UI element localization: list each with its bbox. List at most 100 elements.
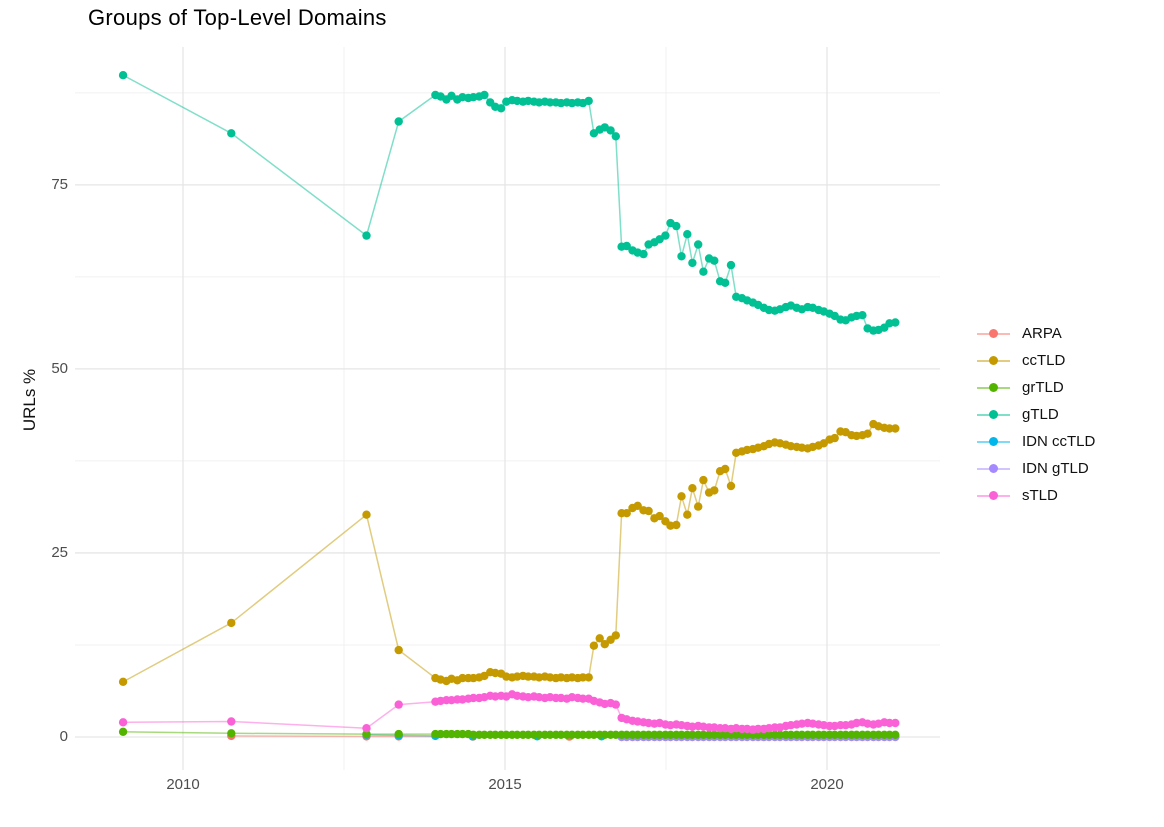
data-point-grtld (622, 730, 631, 739)
legend-key-icon (977, 433, 1010, 450)
data-point-gtld (584, 96, 593, 106)
data-point-stld (118, 718, 128, 727)
data-point-grtld (764, 730, 774, 739)
data-point-cctld (699, 475, 708, 485)
legend-item-arpa: ARPA (977, 320, 1095, 347)
data-point-cctld (830, 433, 839, 443)
data-point-grtld (458, 729, 467, 739)
data-point-cctld (600, 640, 609, 649)
data-point-gtld (118, 71, 128, 80)
gridlines (75, 47, 940, 770)
data-point-grtld (644, 730, 653, 739)
legend-item-label: sTLD (1022, 487, 1058, 504)
data-point-grtld (808, 730, 817, 739)
legend-item-label: ccTLD (1022, 352, 1066, 369)
legend-item-label: IDN ccTLD (1022, 433, 1096, 450)
legend-item-stld: sTLD (977, 482, 1095, 509)
data-point-cctld (694, 502, 703, 511)
y-axis-title: URLs % (20, 368, 39, 432)
legend-key-icon (977, 379, 1010, 396)
data-point-gtld (891, 318, 900, 327)
data-point-cctld (891, 424, 900, 433)
data-point-cctld (633, 501, 642, 510)
data-point-grtld (502, 730, 511, 739)
data-point-stld (469, 693, 478, 703)
data-point-cctld (622, 509, 631, 518)
legend-item-label: ARPA (1022, 325, 1062, 342)
series-stld (118, 690, 900, 734)
data-point-stld (578, 694, 588, 703)
data-point-grtld (118, 727, 128, 736)
data-point-gtld (699, 267, 708, 276)
data-point-grtld (491, 730, 500, 739)
data-point-cctld (688, 484, 697, 493)
y-tick-label: 50 (51, 359, 68, 377)
data-point-gtld (694, 240, 703, 249)
data-point-grtld (611, 730, 620, 739)
data-point-gtld (677, 252, 686, 261)
data-point-cctld (584, 673, 593, 682)
data-point-grtld (677, 730, 686, 739)
data-point-stld (227, 717, 236, 726)
data-point-cctld (721, 464, 730, 474)
legend-item-idn-cctld: IDN ccTLD (977, 428, 1095, 455)
legend-item-cctld: ccTLD (977, 347, 1095, 374)
data-point-grtld (732, 730, 741, 739)
data-point-gtld (639, 249, 648, 259)
data-point-cctld (683, 510, 692, 519)
data-point-stld (611, 700, 620, 709)
series-gtld (118, 71, 900, 335)
y-tick-label: 0 (59, 728, 68, 745)
series-line-gtld (122, 74, 896, 332)
data-point-grtld (655, 730, 664, 739)
data-point-gtld (611, 132, 620, 141)
legend-item-idn-gtld: IDN gTLD (977, 455, 1095, 482)
data-point-gtld (672, 221, 681, 231)
legend-item-label: gTLD (1022, 406, 1059, 423)
data-point-cctld (362, 510, 371, 519)
data-point-grtld (633, 730, 642, 739)
data-point-grtld (797, 730, 807, 739)
data-point-gtld (362, 231, 371, 240)
data-point-gtld (606, 126, 615, 135)
legend-key-icon (977, 352, 1010, 369)
data-point-stld (394, 700, 403, 709)
data-point-grtld (480, 730, 489, 739)
data-point-cctld (524, 672, 533, 681)
data-point-cctld (885, 424, 894, 433)
data-point-stld (753, 724, 763, 734)
data-point-gtld (683, 230, 692, 239)
data-point-grtld (710, 730, 719, 739)
data-point-stld (891, 718, 900, 728)
data-point-stld (362, 724, 371, 733)
data-point-grtld (841, 730, 850, 739)
data-point-grtld (227, 729, 236, 738)
data-point-grtld (513, 730, 522, 739)
data-point-cctld (677, 492, 686, 501)
data-point-gtld (496, 104, 506, 113)
data-point-grtld (469, 730, 478, 739)
data-point-grtld (863, 730, 872, 739)
data-point-gtld (227, 129, 236, 138)
data-point-gtld (858, 311, 867, 320)
data-point-gtld (721, 278, 730, 287)
data-point-grtld (830, 730, 839, 739)
data-point-cctld (863, 429, 872, 438)
legend-key-icon (977, 325, 1010, 342)
legend-item-grtld: grTLD (977, 374, 1095, 401)
series-layer (118, 71, 900, 742)
y-tick-label: 75 (51, 175, 68, 193)
data-point-gtld (661, 231, 670, 240)
data-point-gtld (688, 258, 697, 268)
chart-title: Groups of Top-Level Domains (88, 5, 387, 30)
data-point-grtld (556, 730, 566, 739)
data-point-cctld (394, 645, 403, 655)
legend: ARPA ccTLD grTLD gTLD IDN ccTLD IDN gTLD sTLD (977, 320, 1095, 509)
data-point-grtld (874, 730, 883, 739)
data-point-grtld (394, 729, 403, 739)
legend-key-icon (977, 487, 1010, 504)
data-point-cctld (710, 486, 719, 495)
data-point-grtld (721, 730, 730, 739)
